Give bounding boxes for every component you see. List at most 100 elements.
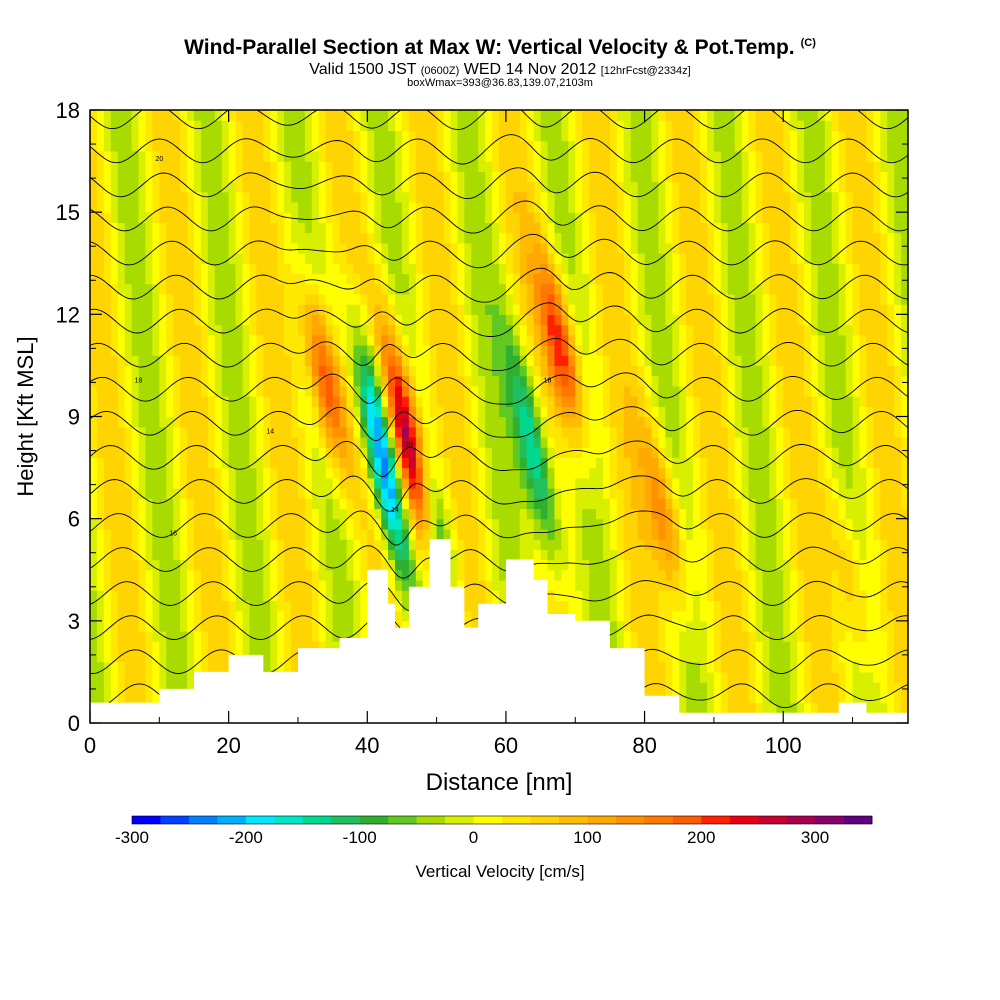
velocity-cell — [235, 365, 244, 377]
velocity-cell — [180, 436, 188, 448]
velocity-cell — [277, 130, 285, 142]
velocity-cell — [235, 304, 244, 315]
velocity-cell — [131, 161, 140, 172]
velocity-cell — [270, 396, 278, 407]
velocity-cell — [388, 498, 396, 510]
velocity-cell — [332, 641, 341, 653]
velocity-cell — [512, 222, 521, 234]
velocity-cell — [415, 447, 424, 458]
velocity-cell — [415, 508, 424, 520]
velocity-cell — [145, 549, 153, 561]
velocity-cell — [381, 293, 389, 305]
velocity-cell — [173, 549, 181, 561]
velocity-cell — [575, 201, 583, 213]
velocity-cell — [492, 222, 500, 234]
velocity-cell — [630, 396, 639, 407]
velocity-cell — [325, 508, 334, 520]
velocity-cell — [644, 314, 653, 326]
velocity-cell — [450, 181, 459, 193]
velocity-cell — [207, 579, 216, 591]
velocity-cell — [658, 181, 666, 193]
velocity-cell — [519, 263, 528, 275]
velocity-cell — [256, 110, 264, 121]
velocity-cell — [152, 365, 160, 377]
velocity-cell — [131, 467, 140, 479]
velocity-cell — [450, 212, 459, 223]
velocity-cell — [96, 631, 105, 642]
velocity-cell — [110, 518, 119, 530]
velocity-cell — [492, 150, 500, 162]
velocity-cell — [561, 191, 569, 203]
velocity-cell — [207, 651, 216, 663]
velocity-cell — [658, 232, 666, 244]
velocity-cell — [388, 447, 396, 458]
velocity-cell — [457, 344, 465, 356]
velocity-cell — [388, 579, 396, 591]
velocity-cell — [401, 457, 410, 469]
velocity-cell — [478, 222, 486, 234]
velocity-cell — [249, 467, 257, 479]
velocity-cell — [235, 150, 244, 162]
velocity-cell — [159, 559, 167, 571]
velocity-cell — [547, 590, 556, 602]
velocity-cell — [596, 569, 604, 581]
velocity-cell — [499, 508, 507, 520]
velocity-cell — [596, 447, 604, 458]
velocity-cell — [249, 263, 257, 275]
velocity-cell — [478, 273, 486, 285]
velocity-cell — [228, 150, 237, 162]
velocity-cell — [616, 549, 625, 561]
velocity-cell — [318, 263, 327, 275]
velocity-cell — [582, 498, 590, 510]
velocity-cell — [623, 447, 632, 458]
velocity-cell — [533, 242, 542, 254]
velocity-cell — [221, 385, 230, 397]
velocity-cell — [207, 467, 216, 479]
velocity-cell — [270, 334, 278, 346]
velocity-cell — [533, 375, 542, 387]
velocity-cell — [533, 344, 542, 356]
velocity-cell — [367, 171, 375, 183]
velocity-cell — [166, 508, 174, 520]
velocity-cell — [568, 467, 576, 479]
velocity-cell — [596, 416, 604, 428]
velocity-cell — [519, 518, 528, 530]
velocity-cell — [193, 590, 202, 602]
velocity-cell — [159, 120, 167, 132]
velocity-cell — [221, 150, 230, 162]
velocity-cell — [429, 344, 438, 356]
velocity-cell — [561, 600, 569, 612]
velocity-cell — [221, 518, 230, 530]
velocity-cell — [304, 365, 313, 377]
velocity-cell — [284, 232, 292, 244]
velocity-cell — [235, 344, 244, 356]
velocity-cell — [533, 283, 542, 295]
velocity-cell — [443, 222, 452, 234]
velocity-cell — [609, 549, 618, 561]
velocity-cell — [471, 304, 479, 315]
velocity-cell — [582, 293, 590, 305]
velocity-cell — [96, 365, 105, 377]
velocity-cell — [207, 314, 216, 326]
velocity-cell — [96, 304, 105, 315]
velocity-cell — [519, 191, 528, 203]
velocity-cell — [471, 344, 479, 356]
velocity-cell — [596, 600, 604, 612]
velocity-cell — [277, 222, 285, 234]
velocity-cell — [103, 426, 112, 438]
velocity-cell — [547, 426, 556, 438]
velocity-cell — [512, 171, 521, 183]
velocity-cell — [311, 385, 320, 397]
velocity-cell — [422, 477, 431, 489]
velocity-cell — [568, 416, 576, 428]
velocity-cell — [630, 610, 639, 622]
velocity-cell — [492, 355, 500, 367]
velocity-cell — [630, 426, 639, 438]
velocity-cell — [457, 488, 465, 499]
velocity-cell — [408, 416, 417, 428]
velocity-cell — [596, 110, 604, 121]
velocity-cell — [221, 641, 230, 653]
velocity-cell — [346, 559, 355, 571]
velocity-cell — [325, 385, 334, 397]
velocity-cell — [263, 518, 271, 530]
